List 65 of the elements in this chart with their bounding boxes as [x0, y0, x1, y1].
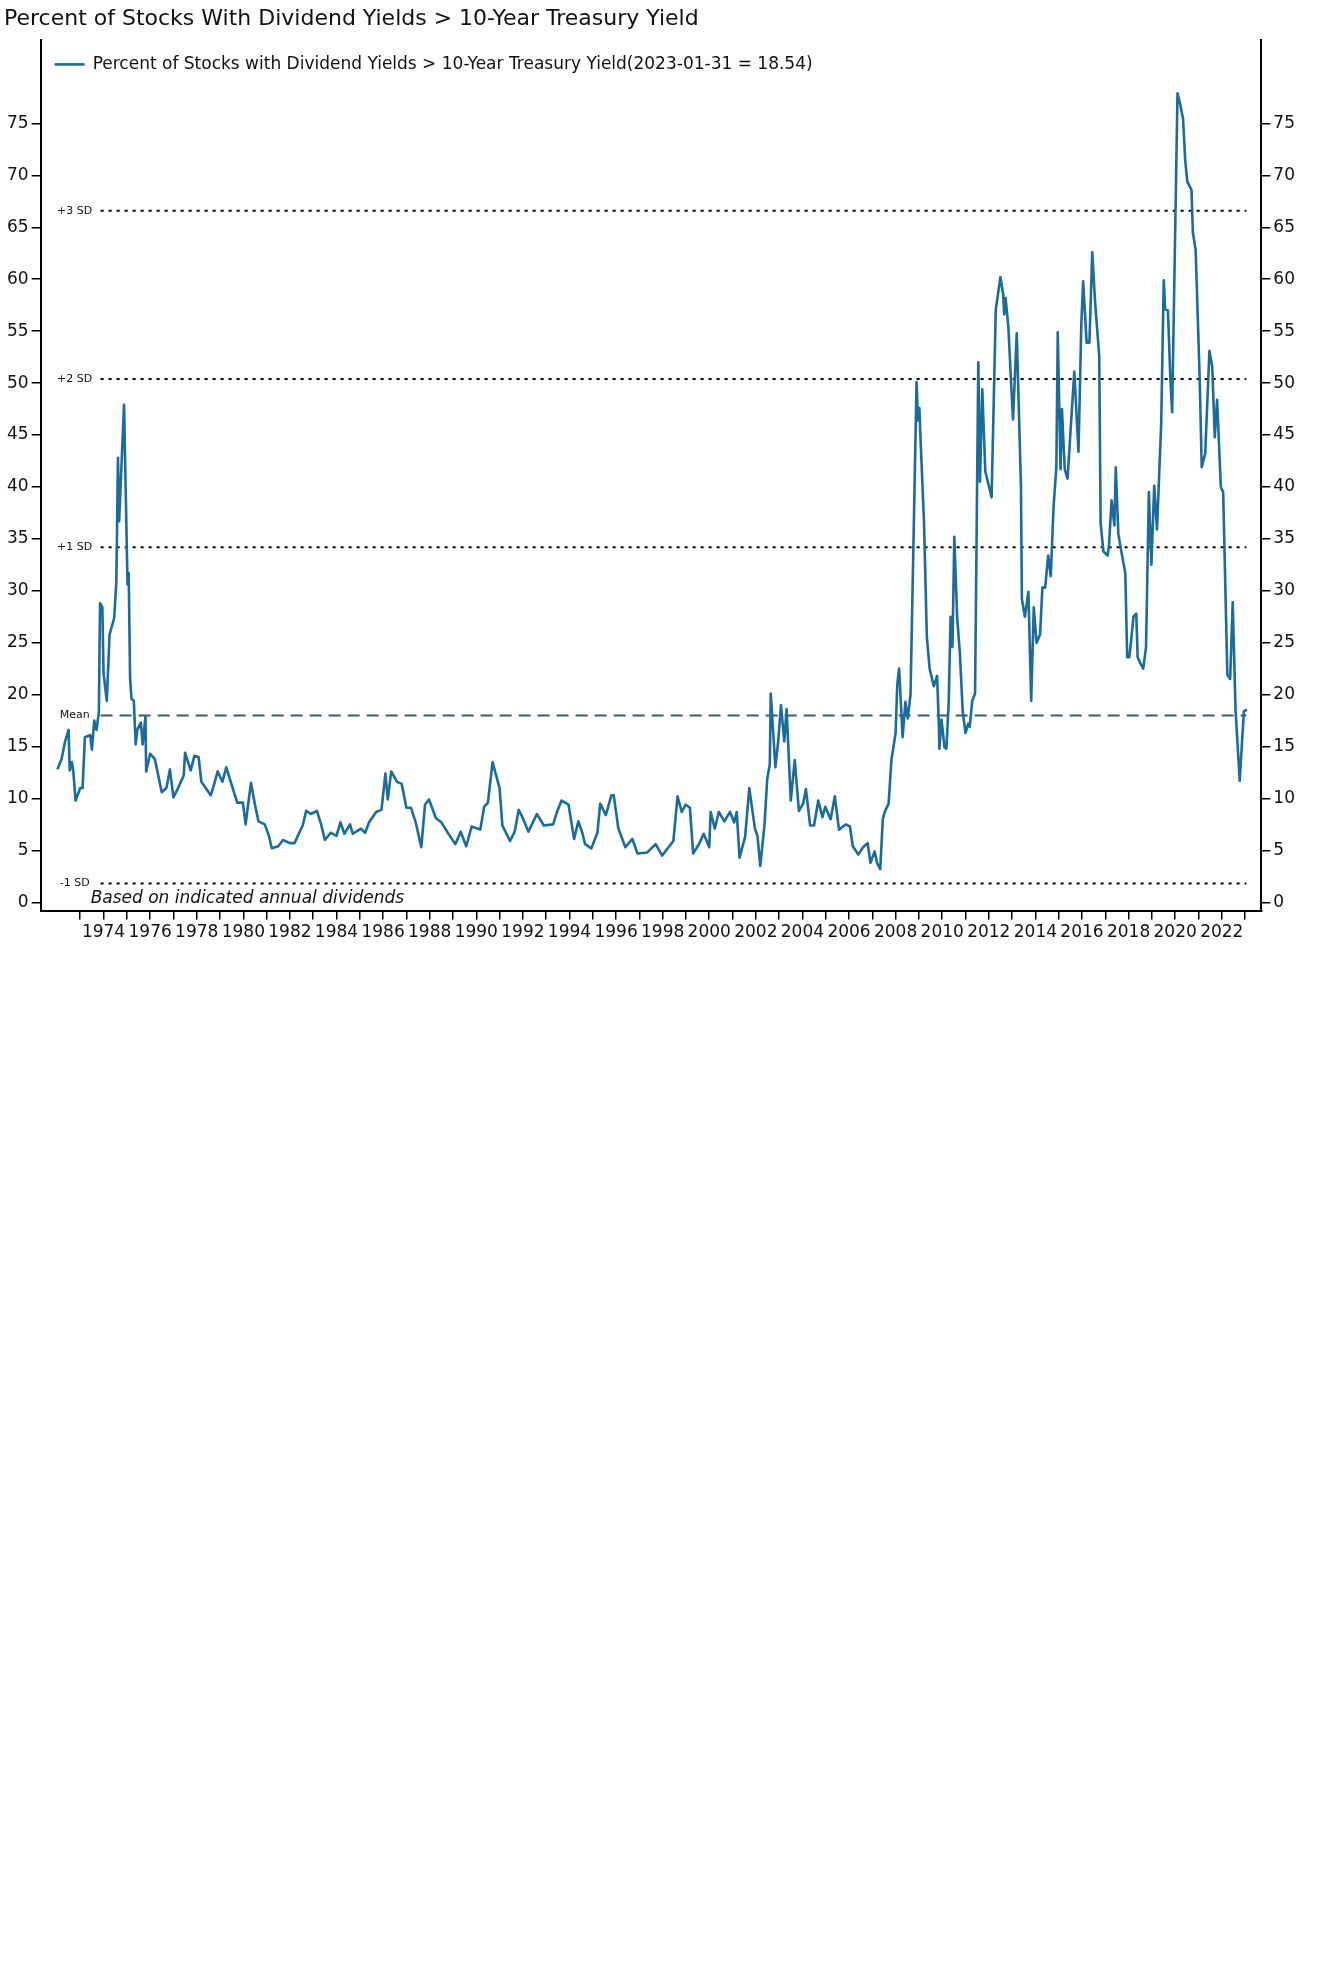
y2-tick-label: 25: [1273, 631, 1296, 652]
x-tick-label: 2022: [1200, 921, 1244, 942]
y2-tick-label: 20: [1273, 683, 1296, 704]
y-tick-label: 55: [6, 319, 29, 340]
x-tick-label: 2012: [967, 921, 1011, 942]
ref-line-label: +2 SD: [57, 371, 93, 385]
y2-tick-label: 10: [1273, 786, 1296, 807]
x-tick-label: 2008: [873, 921, 918, 942]
y2-tick-label: 0: [1273, 890, 1285, 911]
y2-tick-label: 30: [1273, 579, 1296, 600]
x-tick-label: 2006: [827, 921, 871, 942]
x-tick-label: 1996: [594, 921, 638, 942]
x-tick-label: 2000: [687, 921, 731, 942]
y2-tick-label: 70: [1273, 163, 1296, 184]
x-tick-label: 1980: [221, 921, 265, 942]
y-tick-label: 70: [6, 163, 29, 184]
y2-tick-label: 5: [1273, 838, 1285, 859]
y-tick-label: 60: [6, 267, 29, 288]
y-tick-label: 5: [17, 838, 29, 859]
x-tick-label: 2020: [1153, 921, 1197, 942]
y2-tick-label: 60: [1273, 267, 1296, 288]
y-tick-label: 45: [6, 423, 29, 444]
ref-line-label: -1 SD: [59, 876, 90, 890]
y-tick-label: 40: [6, 475, 29, 496]
x-tick-label: 1992: [501, 921, 545, 942]
y-tick-label: 10: [6, 786, 29, 807]
y-tick-label: 35: [6, 527, 29, 548]
x-tick-label: 1974: [81, 921, 126, 942]
y-tick-label: 0: [17, 890, 29, 911]
y2-tick-label: 40: [1273, 475, 1296, 496]
y-tick-label: 65: [6, 215, 29, 236]
y-tick-label: 50: [6, 371, 29, 392]
x-tick-label: 2004: [780, 921, 825, 942]
x-tick-label: 1990: [454, 921, 498, 942]
x-tick-label: 1988: [408, 921, 452, 942]
y2-tick-label: 15: [1273, 734, 1296, 755]
legend-label: Percent of Stocks with Dividend Yields > 10-Year Treasury Yield(2023-01-31 = 18.54): [92, 52, 813, 73]
x-tick-label: 1994: [547, 921, 592, 942]
ref-line-label: +3 SD: [57, 203, 93, 217]
y2-tick-label: 65: [1273, 215, 1296, 236]
y-tick-label: 30: [6, 579, 29, 600]
chart-title: Percent of Stocks With Dividend Yields > 10-Year Treasury Yield: [4, 4, 699, 30]
ref-line-label: +1 SD: [57, 540, 93, 554]
annotation: Based on indicated annual dividends: [90, 886, 405, 907]
y2-tick-label: 35: [1273, 527, 1296, 548]
y2-tick-label: 45: [1273, 423, 1296, 444]
x-tick-label: 1976: [128, 921, 172, 942]
ref-line-label: Mean: [59, 708, 90, 722]
x-tick-label: 2010: [920, 921, 964, 942]
x-tick-label: 2014: [1013, 921, 1058, 942]
y-tick-label: 20: [6, 683, 29, 704]
x-tick-label: 1978: [175, 921, 219, 942]
x-tick-label: 1986: [361, 921, 405, 942]
x-tick-label: 2002: [734, 921, 778, 942]
x-tick-label: 2018: [1106, 921, 1151, 942]
y-tick-label: 75: [6, 111, 29, 132]
y2-tick-label: 50: [1273, 371, 1296, 392]
x-tick-label: 2016: [1060, 921, 1104, 942]
x-tick-label: 1998: [641, 921, 685, 942]
y-tick-label: 15: [6, 734, 29, 755]
y2-tick-label: 55: [1273, 319, 1296, 340]
y2-tick-label: 75: [1273, 111, 1296, 132]
y-tick-label: 25: [6, 631, 29, 652]
x-tick-label: 1982: [268, 921, 312, 942]
x-tick-label: 1984: [314, 921, 359, 942]
